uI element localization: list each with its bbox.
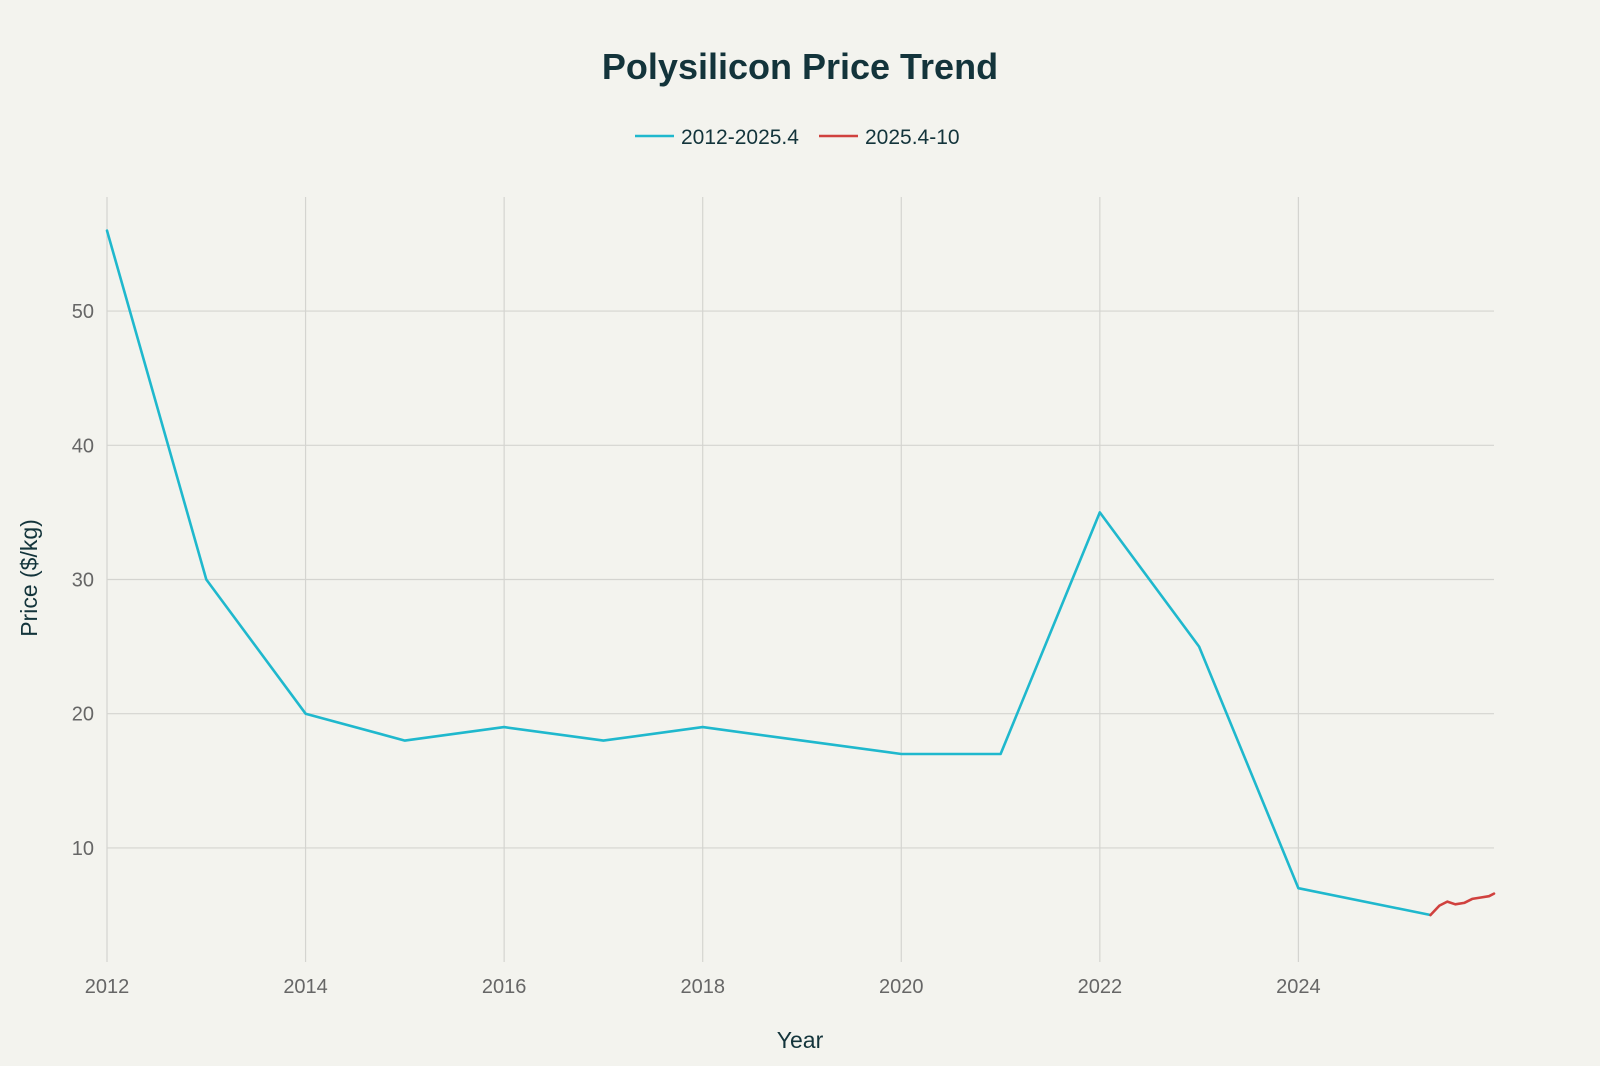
y-tick-label: 30: [72, 570, 94, 592]
x-tick-label: 2016: [482, 976, 527, 998]
y-axis-title: Price ($/kg): [16, 519, 42, 637]
legend-label-2025-4-10: 2025.4-10: [865, 126, 960, 149]
tick-labels: 10 20 30 40 50 2012 2014 2016 2018 2020 2022 2024: [72, 301, 1321, 998]
legend: 2012-2025.4 2025.4-10: [635, 126, 960, 149]
x-tick-label: 2018: [680, 976, 725, 998]
x-tick-label: 2020: [879, 976, 924, 998]
y-tick-label: 20: [72, 704, 94, 726]
x-tick-label: 2022: [1078, 976, 1123, 998]
series-line-1: [1429, 892, 1496, 917]
gridlines: [106, 197, 1494, 962]
series-line-0: [105, 229, 1432, 917]
x-axis-title: Year: [777, 1027, 824, 1053]
legend-label-2012-2025: 2012-2025.4: [681, 126, 799, 149]
y-tick-label: 40: [72, 435, 94, 457]
y-tick-label: 50: [72, 301, 94, 323]
x-tick-label: 2014: [283, 976, 328, 998]
x-tick-label: 2012: [85, 976, 130, 998]
x-tick-label: 2024: [1276, 976, 1321, 998]
chart-title: Polysilicon Price Trend: [602, 46, 998, 87]
series-lines: [105, 229, 1496, 917]
y-tick-label: 10: [72, 838, 94, 860]
